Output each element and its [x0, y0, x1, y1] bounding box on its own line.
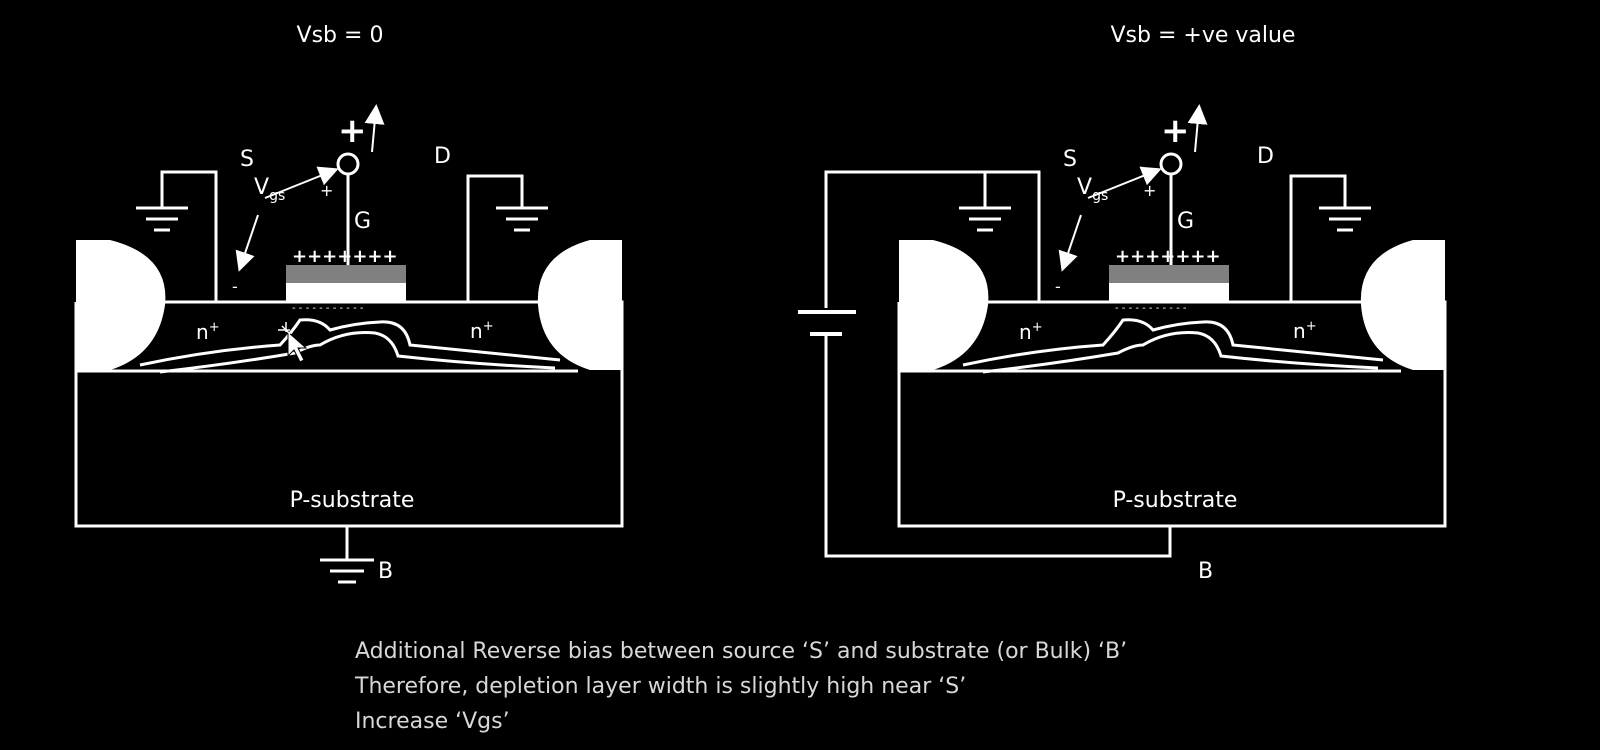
p-substrate-label: P-substrate [1113, 488, 1238, 513]
caption-line-2: Therefore, depletion layer width is slig… [355, 674, 967, 699]
vgs-plus-small: + [320, 181, 333, 200]
gate-plus-big: + [338, 111, 367, 151]
battery-icon [798, 310, 856, 336]
caption-line-3: Increase ‘Vgs’ [355, 709, 510, 734]
left-panel-title: Vsb = 0 [297, 23, 384, 48]
n-plus-drain-label: n+ [1293, 319, 1317, 343]
right-panel: Vsb = +ve value S D G B Vgs + + - ++++++… [798, 23, 1445, 584]
bulk-label: B [378, 559, 393, 584]
channel-negative-charges: - - - - - - - - - - - [1115, 303, 1187, 314]
gate-plus-big: + [1161, 111, 1190, 151]
n-plus-source-label: n+ [196, 320, 220, 344]
bulk-wire [824, 336, 1172, 558]
bulk-ground-symbol-icon [320, 526, 374, 584]
source-label: S [1063, 147, 1077, 172]
vgs-plus-small: + [1143, 181, 1156, 200]
vgs-label: Vgs [254, 175, 285, 204]
drain-label: D [434, 144, 451, 169]
left-mosfet-cross-section [76, 108, 622, 526]
channel-negative-charges: - - - - - - - - - - - [292, 303, 364, 314]
mouse-cursor-icon [278, 322, 308, 363]
source-label: S [240, 147, 254, 172]
bulk-label: B [1198, 559, 1213, 584]
vgs-minus: - [232, 277, 238, 296]
drain-label: D [1257, 144, 1274, 169]
gate-plus-charges: +++++++ [1115, 246, 1221, 267]
gate-label: G [1177, 209, 1194, 234]
right-panel-title: Vsb = +ve value [1111, 23, 1296, 48]
left-panel: Vsb = 0 S D G B Vgs + + - +++++++ - - - … [76, 23, 622, 584]
source-wire [824, 170, 985, 308]
vgs-label: Vgs [1077, 175, 1108, 204]
gate-plus-charges: +++++++ [292, 246, 398, 267]
drain-ground-symbol-icon [496, 206, 548, 232]
vgs-minus: - [1055, 277, 1061, 296]
n-plus-source-label: n+ [1019, 320, 1043, 344]
caption-line-1: Additional Reverse bias between source ‘… [355, 639, 1128, 664]
p-substrate-label: P-substrate [290, 488, 415, 513]
drain-ground-symbol-icon [1319, 206, 1371, 232]
gate-label: G [354, 209, 371, 234]
n-plus-drain-label: n+ [470, 319, 494, 343]
